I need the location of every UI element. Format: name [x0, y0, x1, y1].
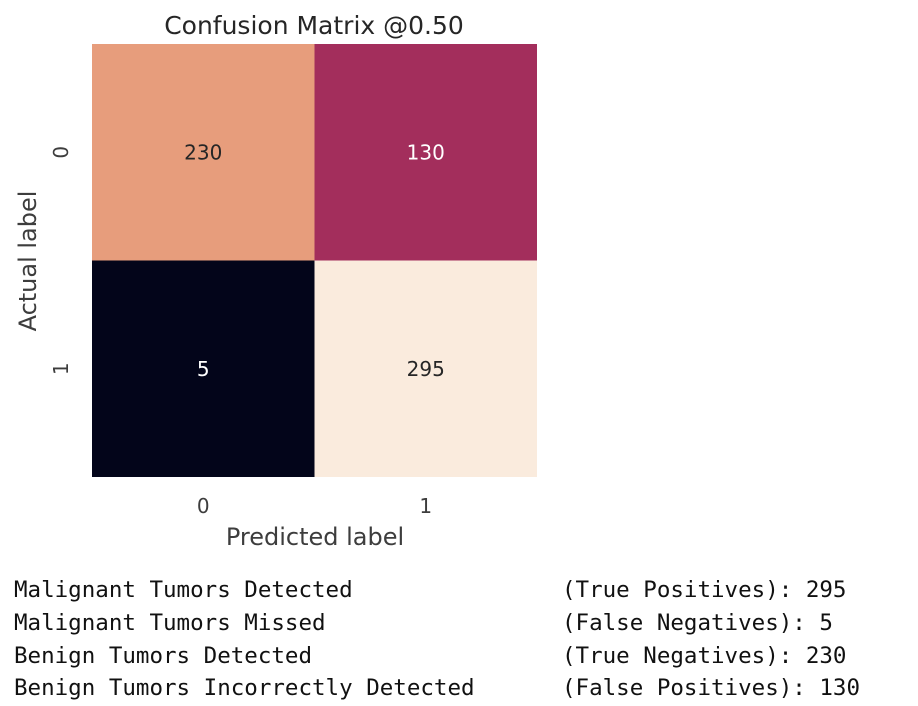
summary-value: 295 — [805, 577, 847, 603]
classification-summary: Malignant Tumors Detected (True Positives… — [14, 574, 860, 705]
y-axis-label: Actual label — [14, 191, 42, 332]
heatmap-cell — [314, 260, 537, 477]
summary-line: Malignant Tumors Missed (False Negatives)… — [14, 607, 860, 640]
heatmap-cell-value: 130 — [407, 140, 445, 164]
heatmap-cell-value: 295 — [407, 357, 445, 381]
summary-metric: (True Negatives): — [562, 642, 793, 669]
y-tick-label: 1 — [49, 362, 73, 375]
summary-line: Malignant Tumors Detected (True Positives… — [14, 574, 860, 607]
summary-description: Malignant Tumors Detected — [14, 577, 353, 603]
summary-line: Benign Tumors Detected (True Negatives): … — [14, 640, 860, 673]
x-axis-label: Predicted label — [226, 523, 404, 551]
heatmap-cell-value: 5 — [197, 357, 210, 381]
summary-value: 5 — [819, 609, 833, 636]
heatmap-cells — [92, 44, 537, 477]
summary-metric: (False Positives): — [562, 675, 806, 702]
x-tick-label: 0 — [197, 494, 210, 518]
summary-line: Benign Tumors Incorrectly Detected (False… — [14, 672, 860, 705]
summary-metric: (False Negatives): — [562, 609, 806, 636]
summary-description: Benign Tumors Detected — [14, 642, 313, 669]
summary-value: 230 — [805, 642, 847, 669]
x-tick-label: 1 — [419, 494, 432, 518]
chart-title: Confusion Matrix @0.50 — [164, 11, 464, 40]
heatmap-cell-labels: 230 130 5 295 — [184, 140, 445, 381]
heatmap-cell — [92, 44, 315, 261]
heatmap-cell — [92, 260, 315, 477]
summary-metric: (True Positives): — [562, 577, 793, 603]
summary-description: Malignant Tumors Missed — [14, 609, 326, 636]
summary-description: Benign Tumors Incorrectly Detected — [14, 675, 475, 702]
heatmap-cell-value: 230 — [184, 140, 222, 164]
heatmap-cell — [314, 44, 537, 261]
y-tick-label: 0 — [49, 146, 73, 159]
y-tick-labels: 01 — [49, 146, 73, 375]
summary-value: 130 — [819, 675, 861, 702]
